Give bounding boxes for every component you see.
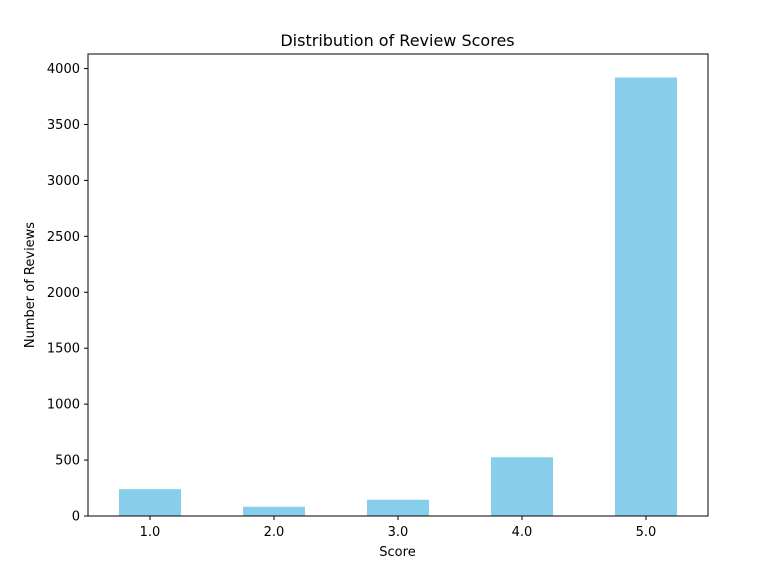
y-axis: 0 500 1000 1500 2000 2500 3000 3500 4000 — [47, 62, 88, 525]
y-tick-label: 3000 — [47, 174, 80, 189]
x-axis-label: Score — [379, 545, 415, 560]
y-tick-label: 3500 — [47, 118, 80, 133]
x-tick-label: 1.0 — [140, 525, 161, 540]
chart-title: Distribution of Review Scores — [280, 31, 514, 50]
bar-4.0 — [491, 457, 553, 516]
x-tick-label: 4.0 — [512, 525, 533, 540]
x-tick-label: 3.0 — [388, 525, 409, 540]
x-tick-label: 2.0 — [264, 525, 285, 540]
x-axis: 1.0 2.0 3.0 4.0 5.0 — [140, 516, 657, 540]
bar-3.0 — [367, 499, 429, 516]
bar-5.0 — [615, 77, 677, 517]
y-tick-label: 0 — [72, 510, 80, 525]
x-tick-label: 5.0 — [636, 525, 657, 540]
bar-2.0 — [243, 506, 305, 516]
y-tick-label: 500 — [55, 454, 80, 469]
bar-1.0 — [119, 489, 181, 516]
y-tick-label: 2500 — [47, 230, 80, 245]
y-tick-label: 2000 — [47, 286, 80, 301]
y-tick-label: 1500 — [47, 342, 80, 357]
y-axis-label: Number of Reviews — [23, 222, 38, 348]
y-tick-label: 1000 — [47, 398, 80, 413]
bars-group — [119, 77, 677, 517]
y-tick-label: 4000 — [47, 62, 80, 77]
